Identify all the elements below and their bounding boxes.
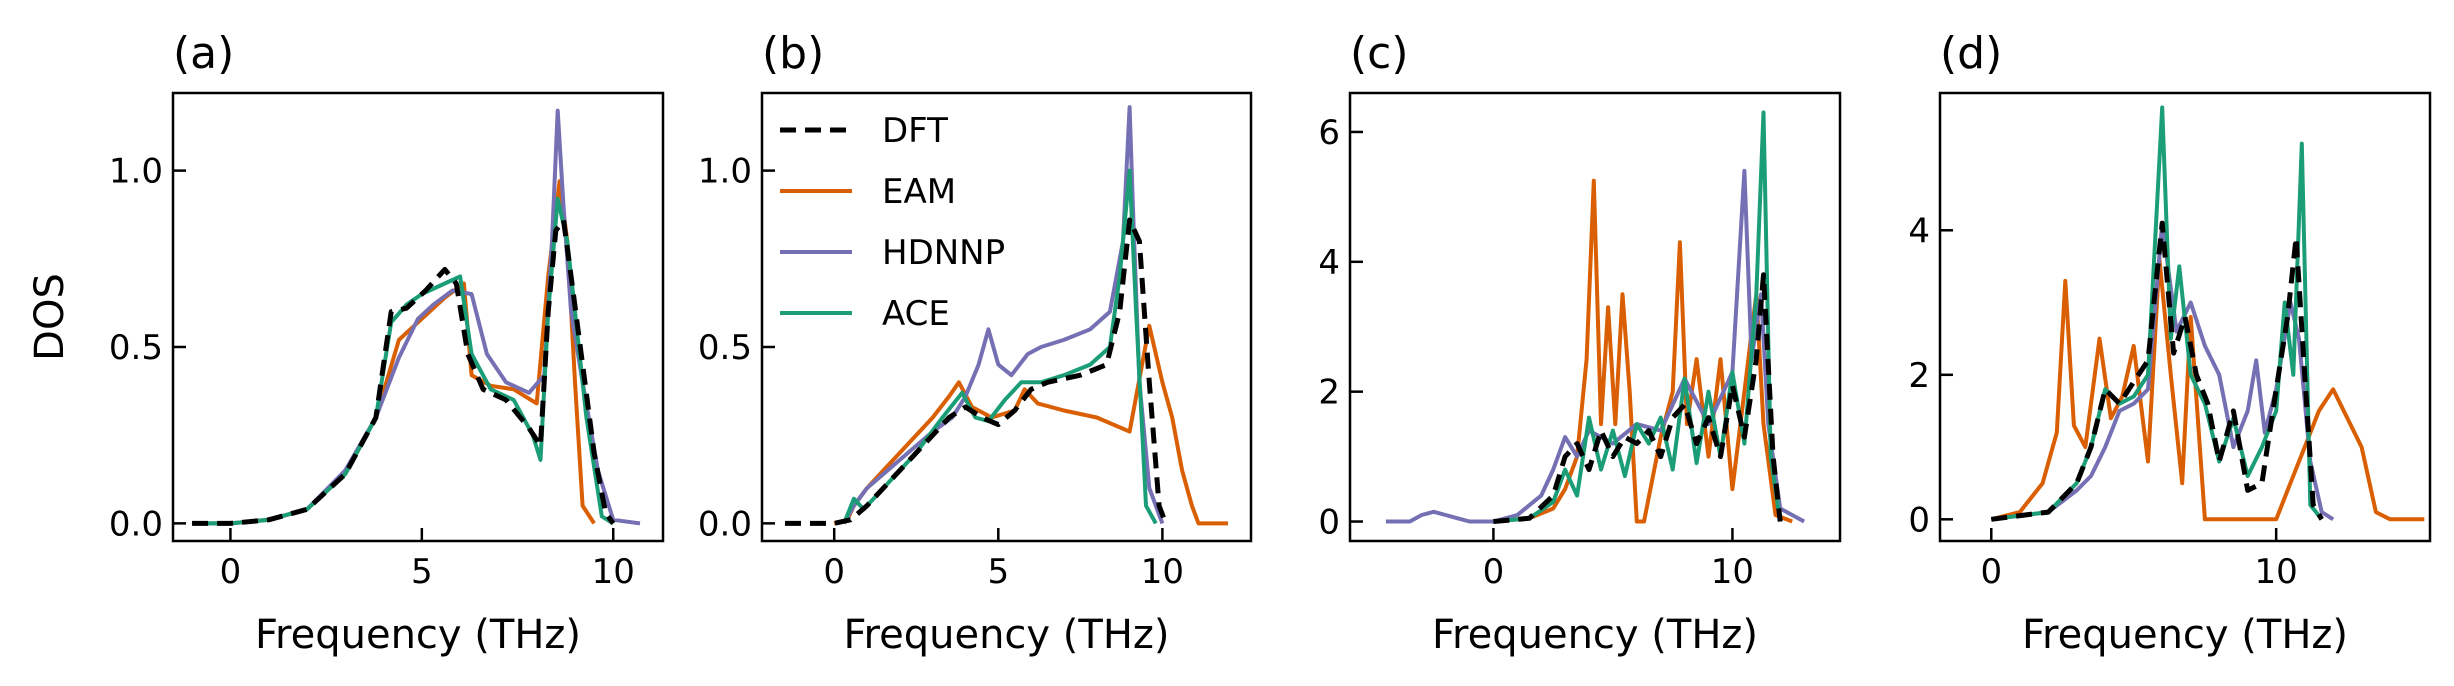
series-hdnnp-line bbox=[1991, 221, 2335, 522]
x-tick-label: 0 bbox=[1483, 552, 1505, 592]
panel-label: (c) bbox=[1350, 28, 1409, 79]
panel-label: (a) bbox=[173, 28, 234, 79]
legend: DFT EAM HDNNP ACE bbox=[780, 111, 1005, 334]
plot-frame bbox=[171, 91, 665, 543]
panel-label: (d) bbox=[1940, 28, 2002, 79]
legend-label-dft: DFT bbox=[882, 111, 948, 151]
series-dft-line bbox=[785, 217, 1169, 526]
y-tick-label: 4 bbox=[1318, 243, 1340, 283]
y-tick-label: 0.0 bbox=[698, 504, 752, 544]
x-tick-label: 5 bbox=[411, 552, 433, 592]
y-tick-label: 2 bbox=[1318, 373, 1340, 413]
x-tick-label: 10 bbox=[1141, 552, 1184, 592]
x-axis-label: Frequency (THz) bbox=[843, 612, 1169, 658]
x-tick-label: 0 bbox=[220, 552, 242, 592]
panel-3: 0 10 0 2 4 Frequency (THz) (d) bbox=[1908, 28, 2432, 658]
x-tick-label: 10 bbox=[2255, 552, 2298, 592]
series-eam-line bbox=[1990, 257, 2425, 522]
x-tick-label: 0 bbox=[1980, 552, 2002, 592]
x-tick-label: 5 bbox=[987, 552, 1009, 592]
plot-frame bbox=[1938, 91, 2432, 543]
series-group bbox=[1990, 105, 2425, 522]
series-eam-line bbox=[192, 179, 596, 526]
y-tick-label: 0 bbox=[1908, 500, 1930, 540]
series-eam-line bbox=[833, 323, 1228, 526]
y-tick-label: 0.5 bbox=[698, 328, 752, 368]
panel-1: 0 5 10 0.0 0.5 1.0 Frequency (THz) (b) DFT EAM HDN… bbox=[698, 28, 1253, 658]
y-tick-label: 2 bbox=[1908, 356, 1930, 396]
y-axis-label: DOS bbox=[27, 273, 73, 361]
x-tick-label: 0 bbox=[823, 552, 845, 592]
y-tick-label: 1.0 bbox=[698, 152, 752, 192]
y-tick-label: 6 bbox=[1318, 113, 1340, 153]
plot-frame bbox=[1348, 91, 1842, 543]
y-tick-label: 0.5 bbox=[109, 328, 163, 368]
series-ace-line bbox=[1493, 110, 1783, 524]
y-tick-label: 4 bbox=[1908, 211, 1930, 251]
x-axis-label: Frequency (THz) bbox=[2022, 612, 2348, 658]
panel-2: 0 10 0 2 4 6 Frequency (THz) (c) bbox=[1318, 28, 1842, 658]
panel-label: (b) bbox=[762, 28, 824, 79]
series-group bbox=[192, 108, 641, 526]
series-hdnnp-line bbox=[192, 108, 641, 526]
plot-frame bbox=[760, 91, 1253, 543]
series-dft-line bbox=[1493, 272, 1783, 524]
series-group bbox=[785, 105, 1228, 526]
legend-label-hdnnp: HDNNP bbox=[882, 233, 1005, 273]
y-tick-label: 0.0 bbox=[109, 504, 163, 544]
legend-label-eam: EAM bbox=[882, 172, 956, 212]
series-group bbox=[1385, 110, 1806, 524]
x-axis-label: Frequency (THz) bbox=[1432, 612, 1758, 658]
y-tick-label: 1.0 bbox=[109, 152, 163, 192]
series-hdnnp-line bbox=[842, 105, 1165, 525]
y-tick-label: 0 bbox=[1318, 503, 1340, 543]
legend-label-ace: ACE bbox=[882, 294, 950, 334]
x-tick-label: 10 bbox=[592, 552, 635, 592]
x-axis-label: Frequency (THz) bbox=[255, 612, 581, 658]
series-dft-line bbox=[1990, 220, 2324, 522]
x-tick-label: 10 bbox=[1711, 552, 1754, 592]
series-dft-line bbox=[192, 217, 616, 526]
panel-0: 0 5 10 0.0 0.5 1.0 Frequency (THz) DOS (a) bbox=[27, 28, 665, 658]
